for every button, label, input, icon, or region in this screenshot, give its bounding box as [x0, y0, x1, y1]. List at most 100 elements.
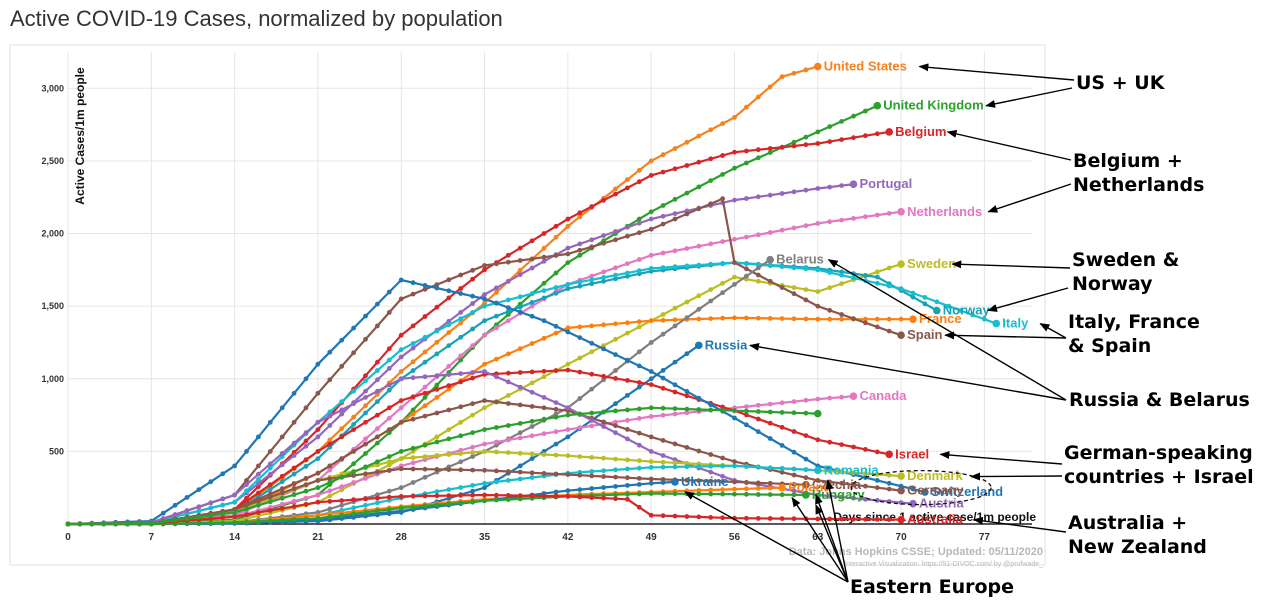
- data-point: [529, 256, 535, 262]
- data-point: [744, 261, 749, 266]
- arrow-german-speaking-israel: [939, 451, 1063, 465]
- data-point: [244, 502, 249, 508]
- data-point: [363, 471, 368, 477]
- data-point: [553, 493, 559, 499]
- data-point: [672, 196, 678, 202]
- data-point: [422, 503, 428, 509]
- data-point: [684, 246, 690, 251]
- data-point: [851, 495, 856, 501]
- data-point: [767, 492, 773, 497]
- data-point: [779, 400, 785, 406]
- data-point: [529, 265, 535, 271]
- data-point: [315, 499, 321, 505]
- data-point: [184, 516, 190, 521]
- data-point: [720, 280, 725, 286]
- data-point: [458, 459, 464, 465]
- data-point: [660, 312, 666, 317]
- data-point: [803, 410, 809, 416]
- data-point: [625, 496, 630, 502]
- data-point: [434, 285, 440, 291]
- data-point: [494, 356, 499, 362]
- data-point: [625, 407, 630, 413]
- data-point: [791, 410, 797, 416]
- data-point: [434, 410, 440, 416]
- series-label-norway: Norway: [943, 303, 991, 318]
- data-point: [874, 478, 880, 483]
- data-point: [755, 416, 761, 422]
- data-point: [886, 283, 892, 289]
- data-point: [874, 485, 880, 491]
- data-point: [613, 474, 618, 480]
- data-point: [958, 308, 963, 313]
- data-point: [351, 401, 356, 407]
- data-point: [351, 422, 356, 427]
- data-point: [601, 343, 606, 348]
- data-point: [494, 300, 499, 306]
- data-point: [339, 512, 345, 518]
- data-point: [541, 416, 547, 422]
- data-point: [494, 492, 499, 498]
- data-point: [125, 521, 130, 526]
- data-point: [589, 277, 595, 283]
- data-point: [684, 389, 690, 394]
- data-point: [351, 473, 356, 478]
- data-point: [446, 383, 452, 388]
- data-point: [613, 467, 618, 473]
- data-point: [494, 399, 499, 405]
- data-point: [434, 373, 440, 379]
- data-point: [577, 324, 583, 330]
- data-point: [505, 478, 511, 483]
- data-point: [422, 442, 428, 448]
- data-point: [351, 497, 356, 503]
- data-point: [720, 463, 725, 469]
- data-point: [648, 382, 654, 387]
- data-point: [529, 369, 535, 375]
- data-point: [577, 411, 583, 417]
- data-point: [505, 259, 511, 265]
- data-point: [494, 497, 499, 503]
- data-point: [767, 420, 773, 426]
- data-point: [541, 405, 547, 411]
- series-end-marker: [921, 488, 929, 496]
- data-point: [589, 417, 595, 423]
- data-point: [803, 142, 809, 148]
- data-point: [244, 488, 249, 494]
- data-point: [636, 384, 642, 390]
- data-point: [291, 465, 297, 471]
- data-point: [779, 410, 785, 415]
- data-point: [767, 480, 773, 486]
- data-point: [291, 453, 297, 458]
- data-point: [732, 274, 737, 280]
- series-end-marker: [766, 255, 774, 264]
- data-point: [577, 425, 583, 431]
- data-point: [827, 516, 833, 522]
- data-point: [755, 516, 761, 521]
- data-point: [386, 357, 392, 363]
- data-point: [613, 229, 618, 234]
- data-point: [648, 209, 654, 215]
- data-point: [767, 436, 773, 441]
- data-point: [577, 214, 583, 220]
- data-point: [648, 465, 654, 470]
- data-point: [315, 470, 321, 476]
- data-point: [517, 272, 523, 277]
- data-point: [386, 494, 392, 500]
- data-point: [874, 324, 880, 330]
- data-point: [791, 265, 797, 271]
- data-point: [696, 133, 702, 139]
- data-point: [767, 409, 773, 415]
- data-point: [291, 440, 297, 446]
- data-point: [625, 270, 630, 276]
- data-point: [482, 427, 487, 432]
- data-point: [422, 395, 428, 400]
- data-point: [874, 316, 880, 322]
- data-point: [755, 402, 761, 408]
- series-label-united-kingdom: United Kingdom: [883, 98, 983, 113]
- data-point: [137, 521, 142, 526]
- data-point: [684, 406, 690, 412]
- data-point: [767, 84, 773, 90]
- series-label-romania: Romania: [824, 462, 880, 477]
- series-label-australia: Australia: [907, 512, 963, 527]
- data-point: [839, 281, 844, 287]
- data-point: [410, 416, 416, 422]
